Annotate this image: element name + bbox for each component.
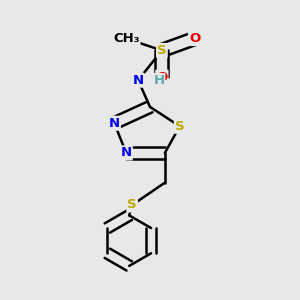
Text: N: N xyxy=(109,117,120,130)
Text: N: N xyxy=(121,146,132,160)
Text: CH₃: CH₃ xyxy=(113,32,140,45)
Text: S: S xyxy=(128,199,137,212)
Text: S: S xyxy=(175,120,184,133)
Text: O: O xyxy=(156,71,167,84)
Text: O: O xyxy=(189,32,200,45)
Text: H: H xyxy=(154,74,165,87)
Text: S: S xyxy=(157,44,167,57)
Text: N: N xyxy=(133,74,144,87)
